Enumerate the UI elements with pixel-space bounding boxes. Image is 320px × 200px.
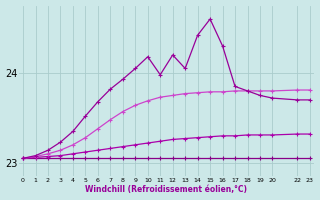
X-axis label: Windchill (Refroidissement éolien,°C): Windchill (Refroidissement éolien,°C) [85, 185, 247, 194]
